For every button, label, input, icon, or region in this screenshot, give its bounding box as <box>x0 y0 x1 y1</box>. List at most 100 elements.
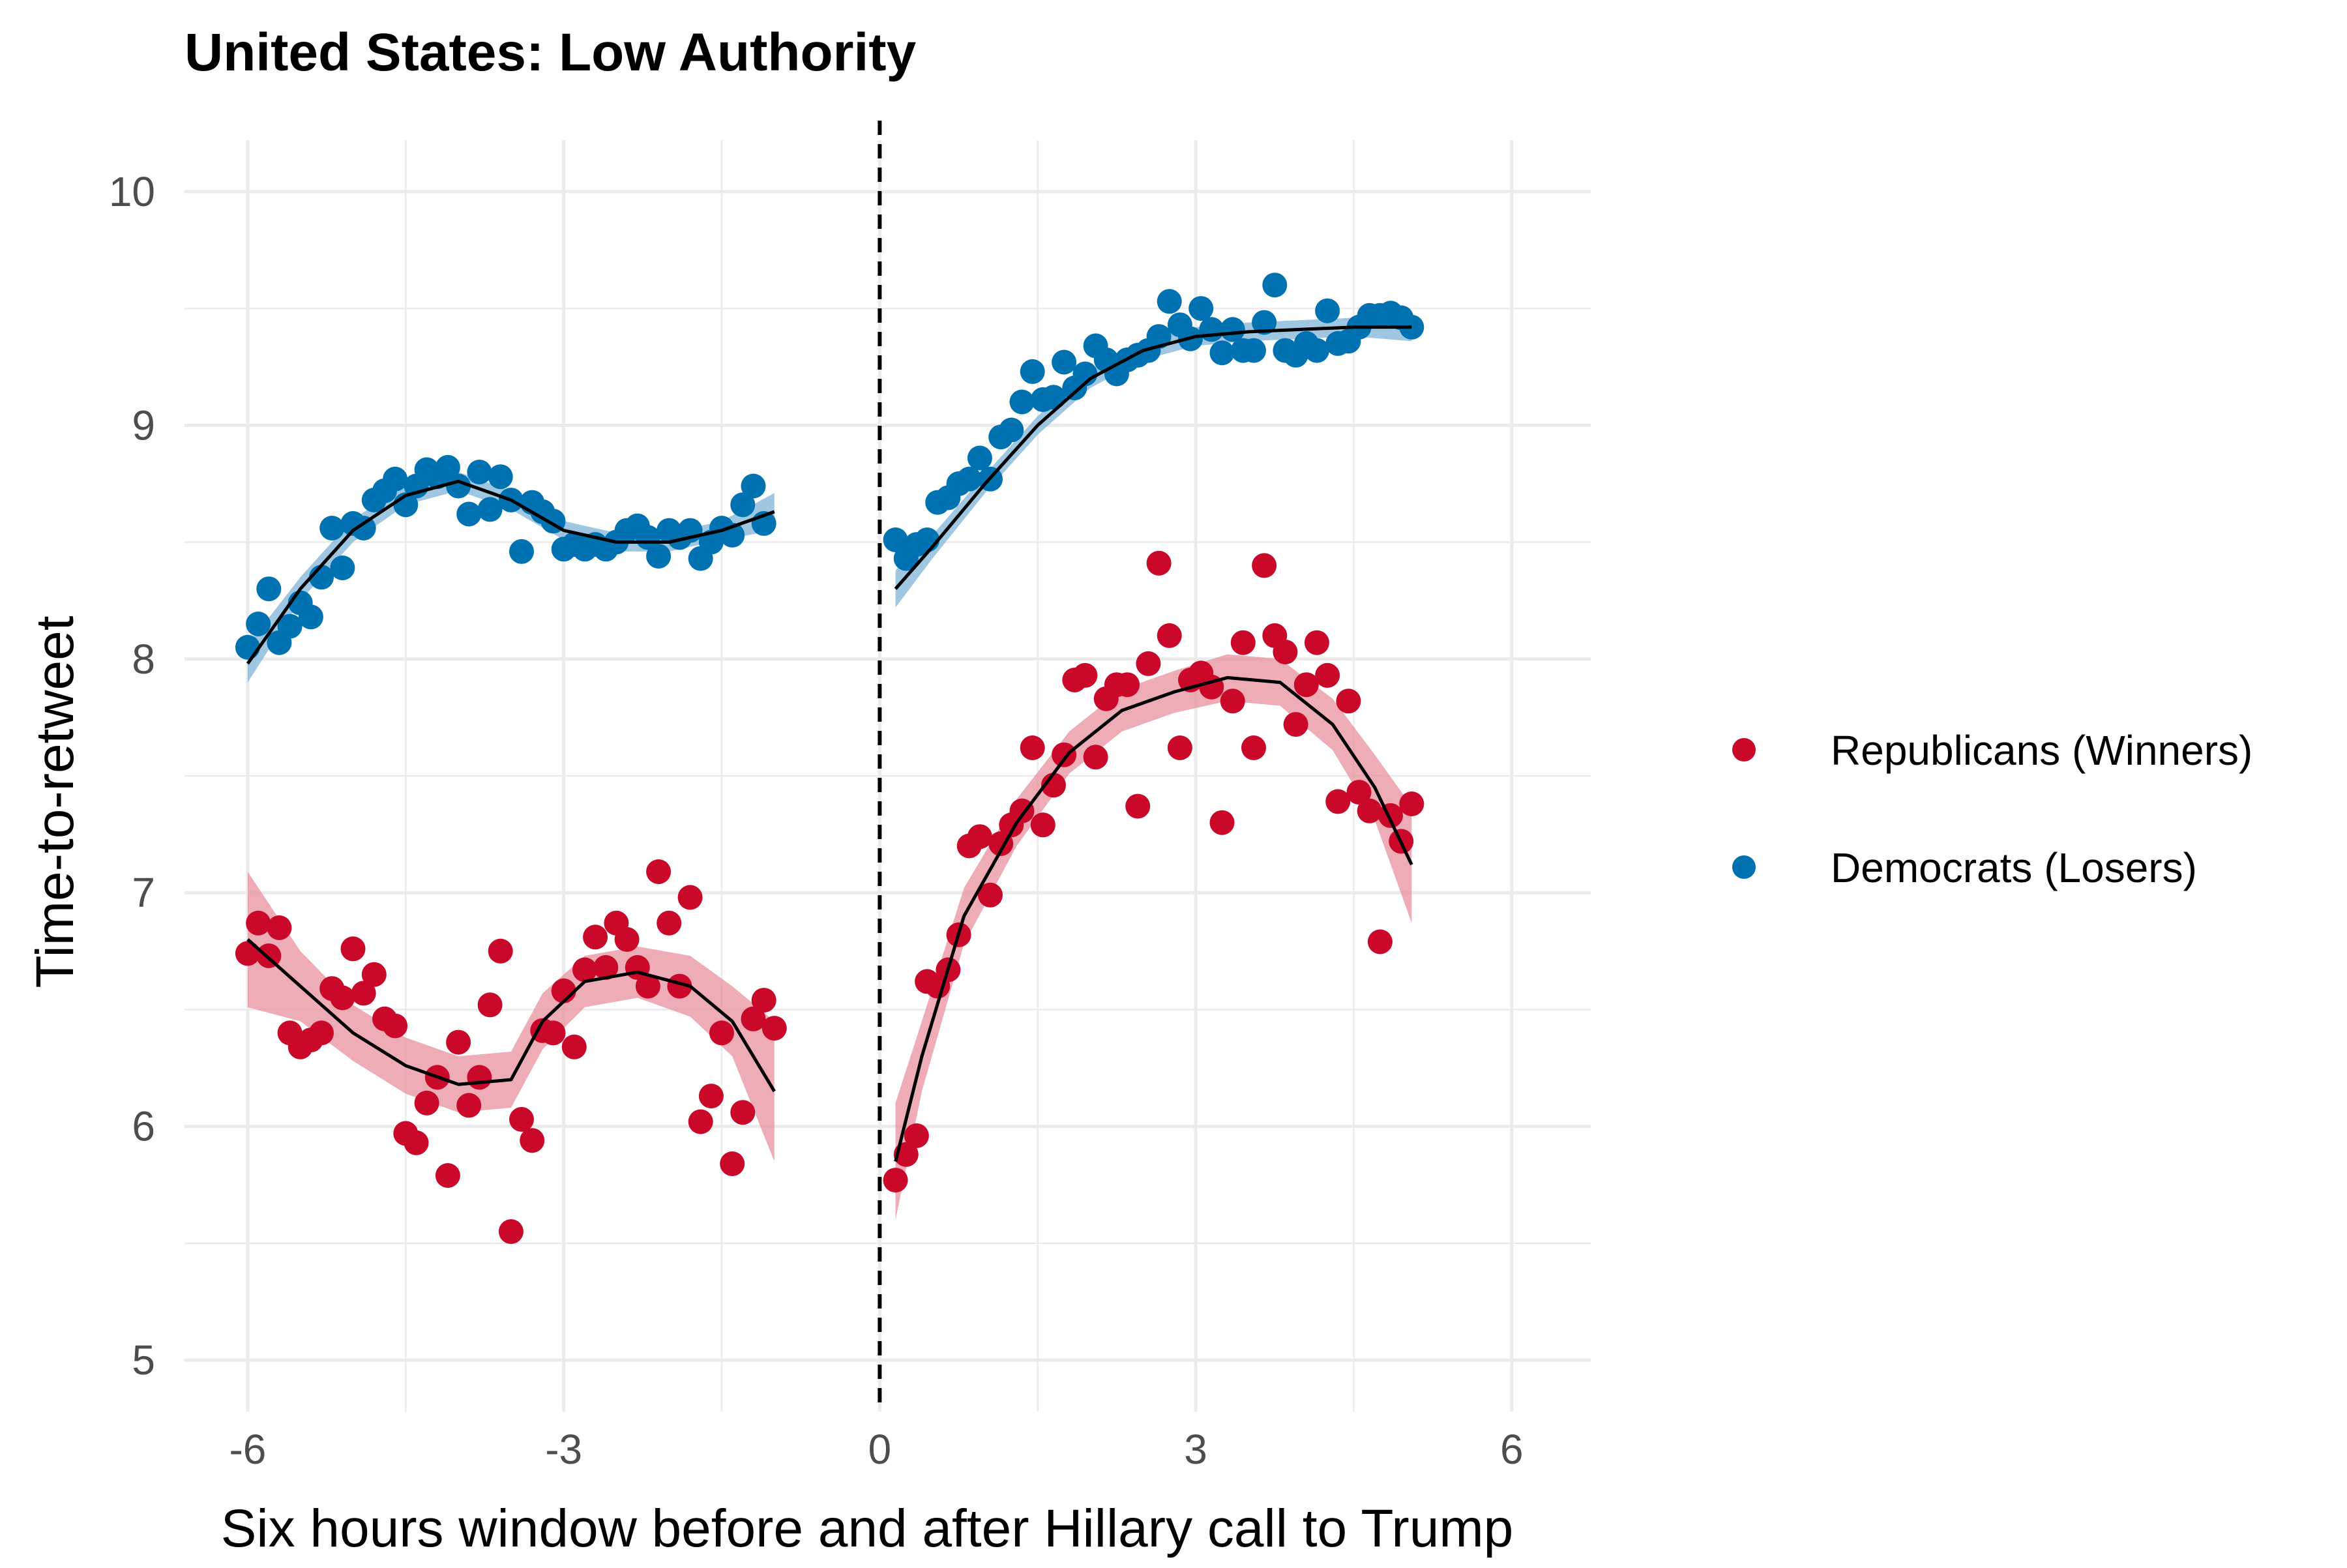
data-point <box>1220 688 1245 714</box>
y-tick-label: 10 <box>109 168 155 215</box>
data-point <box>1083 745 1108 770</box>
data-point <box>488 938 513 964</box>
data-point <box>1262 273 1288 298</box>
data-point <box>319 516 345 540</box>
data-point <box>1009 389 1035 415</box>
data-point <box>999 417 1024 443</box>
y-tick-label: 5 <box>132 1337 155 1383</box>
y-axis-label: Time-to-retweet <box>25 615 85 988</box>
data-point <box>956 466 982 492</box>
data-point <box>1146 324 1172 349</box>
data-point <box>383 466 408 492</box>
data-point <box>883 527 908 552</box>
data-point <box>593 954 619 980</box>
data-point <box>467 1065 492 1090</box>
data-point <box>361 962 387 987</box>
data-point <box>709 1020 734 1046</box>
data-point <box>751 988 776 1013</box>
data-point <box>698 1084 724 1109</box>
data-point <box>383 1013 408 1039</box>
data-point <box>904 1123 929 1148</box>
data-point <box>667 973 692 999</box>
x-axis-label: Six hours window before and after Hillar… <box>221 1499 1514 1558</box>
data-point <box>1052 349 1077 375</box>
data-point <box>540 1020 566 1046</box>
data-point <box>1399 791 1424 816</box>
data-point <box>730 1100 756 1125</box>
data-point <box>404 1130 429 1155</box>
legend-marker-republicans <box>1732 738 1756 762</box>
data-point <box>1188 296 1214 321</box>
data-point <box>614 926 640 952</box>
data-points <box>235 273 1424 1244</box>
data-point <box>761 1016 787 1041</box>
data-point <box>741 473 766 499</box>
data-point <box>435 1163 460 1188</box>
legend-label-republicans: Republicans (Winners) <box>1831 727 2252 774</box>
confidence-band-1-1 <box>895 313 1412 608</box>
data-point <box>1020 359 1045 384</box>
data-point <box>635 973 660 999</box>
data-point <box>1220 317 1245 342</box>
data-point <box>1020 735 1045 760</box>
data-point <box>235 941 260 966</box>
data-point <box>1199 317 1224 342</box>
fit-line-0-1 <box>894 675 1413 1162</box>
data-point <box>572 957 597 983</box>
data-point <box>456 1093 482 1118</box>
data-point <box>246 612 271 636</box>
data-point <box>677 885 703 910</box>
data-point <box>1252 553 1277 578</box>
data-point <box>1230 630 1256 655</box>
x-tick-label: 3 <box>1184 1426 1207 1473</box>
data-point <box>477 497 503 522</box>
data-point <box>256 576 282 602</box>
chart-title: United States: Low Authority <box>185 23 917 82</box>
data-point <box>1273 640 1298 664</box>
data-point <box>1336 688 1361 714</box>
fit-lines <box>246 325 1413 1162</box>
y-tick-label: 8 <box>132 636 155 683</box>
data-point <box>1115 672 1140 698</box>
fit-line-1-0 <box>246 479 775 665</box>
data-point <box>967 445 992 471</box>
legend-marker-democrats <box>1732 855 1756 879</box>
data-point <box>340 936 366 962</box>
data-point <box>1072 361 1098 387</box>
data-point <box>309 1020 334 1046</box>
data-point <box>467 460 492 484</box>
data-point <box>1209 340 1235 366</box>
data-point <box>456 501 482 527</box>
fit-line-1-1 <box>894 325 1412 590</box>
legend: Republicans (Winners) Democrats (Losers) <box>1732 727 2252 891</box>
data-point <box>1304 338 1329 363</box>
data-point <box>1346 780 1372 805</box>
data-point <box>235 634 260 660</box>
data-point <box>277 614 303 639</box>
data-point <box>967 824 992 850</box>
confidence-band-0-1 <box>895 654 1412 1220</box>
data-point <box>1209 810 1235 835</box>
data-point <box>1136 651 1161 676</box>
y-tick-label: 9 <box>132 402 155 449</box>
data-point <box>720 1151 745 1176</box>
data-point <box>1367 929 1393 954</box>
data-point <box>1146 550 1172 576</box>
data-point <box>657 910 682 936</box>
data-point <box>509 1106 534 1132</box>
confidence-band-0-0 <box>247 872 775 1162</box>
data-point <box>414 1090 439 1116</box>
x-tick-label: -3 <box>545 1426 582 1473</box>
data-point <box>446 473 471 499</box>
data-point <box>730 492 756 518</box>
data-point <box>915 527 940 552</box>
data-point <box>477 992 503 1018</box>
data-point <box>561 1034 587 1059</box>
data-point <box>446 1029 471 1055</box>
x-tick-label: 0 <box>868 1426 892 1473</box>
data-point <box>978 882 1003 908</box>
data-point <box>1072 662 1098 688</box>
data-point <box>1030 812 1055 838</box>
